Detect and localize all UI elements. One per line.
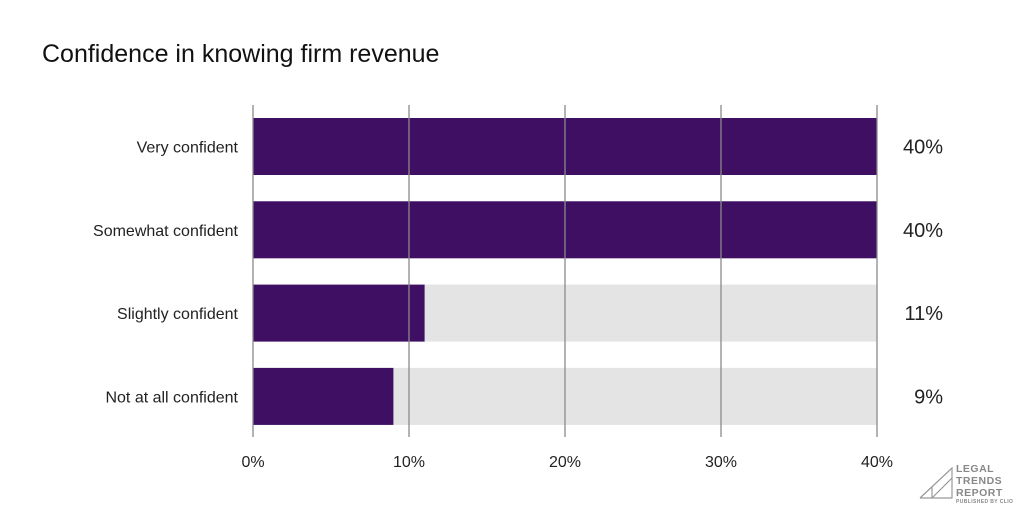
x-tick-label: 30% <box>705 454 737 471</box>
x-tick-label: 20% <box>549 454 581 471</box>
category-label: Slightly confident <box>117 306 239 323</box>
x-tick-label: 40% <box>861 454 893 471</box>
bar <box>253 284 425 342</box>
category-label: Somewhat confident <box>93 223 239 240</box>
chart-title: Confidence in knowing firm revenue <box>42 40 440 68</box>
data-label: 40% <box>903 137 943 159</box>
x-tick-label: 10% <box>393 454 425 471</box>
logo-line-1: LEGAL <box>956 463 995 475</box>
data-label: 9% <box>914 386 943 408</box>
category-label: Not at all confident <box>105 389 238 406</box>
logo-line-2: TRENDS <box>956 475 1003 487</box>
category-label: Very confident <box>137 140 239 157</box>
logo-sub: PUBLISHED BY CLIO <box>956 499 1014 505</box>
logo-mark-icon <box>919 466 953 499</box>
data-label: 11% <box>904 303 943 325</box>
bar <box>253 367 394 425</box>
data-label: 40% <box>903 220 943 242</box>
legal-trends-report-logo: LEGAL TRENDS REPORT PUBLISHED BY CLIO <box>918 462 1018 508</box>
x-tick-label: 0% <box>241 454 264 471</box>
logo-line-3: REPORT <box>956 487 1003 499</box>
